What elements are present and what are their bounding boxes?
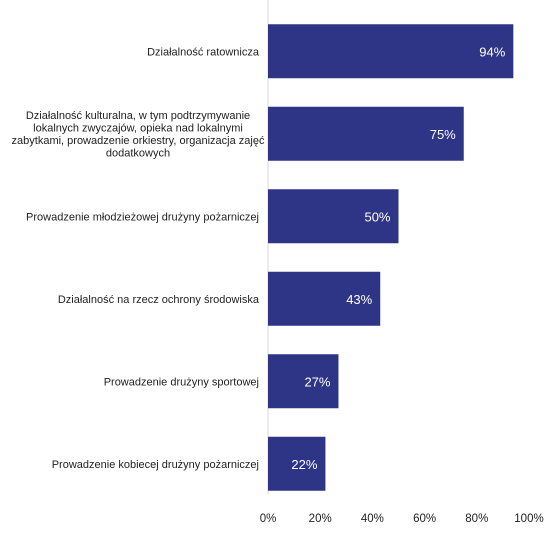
category-labels-group: Działalność ratownicza Działalność kultur… — [12, 46, 265, 471]
bar-3 — [268, 189, 399, 244]
bars-group — [268, 24, 514, 491]
x-tick-label-100: 100% — [514, 513, 543, 525]
category-label-3-line-1: Prowadzenie młodzieżowej drużyny pożarni… — [26, 211, 259, 223]
category-label-1-line-1: Działalność ratownicza — [147, 46, 260, 58]
category-label-3: Prowadzenie młodzieżowej drużyny pożarni… — [26, 211, 259, 223]
category-label-4-line-1: Działalność na rzecz ochrony środowiska — [58, 294, 260, 306]
category-label-5-line-1: Prowadzenie drużyny sportowej — [104, 376, 259, 388]
value-label-6: 22% — [291, 457, 317, 472]
bar-1 — [268, 24, 514, 79]
value-label-3: 50% — [364, 209, 390, 224]
value-label-2: 75% — [430, 127, 456, 142]
x-tick-label-60: 60% — [413, 513, 436, 525]
value-label-1: 94% — [479, 44, 505, 59]
bar-2 — [268, 106, 464, 161]
x-tick-labels-group: 0% 20% 40% 60% 80% 100% — [260, 513, 544, 525]
category-label-1: Działalność ratownicza — [147, 46, 260, 58]
category-label-5: Prowadzenie drużyny sportowej — [104, 376, 259, 388]
category-label-2-line-1: Działalność kulturalna, w tym podtrzymyw… — [26, 110, 250, 122]
value-labels-group: 94% 75% 50% 43% 27% 22% — [291, 44, 505, 472]
category-label-2-line-3: zabytkami, prowadzenie orkiestry, organi… — [12, 135, 265, 147]
x-tick-label-80: 80% — [465, 513, 488, 525]
category-label-6: Prowadzenie kobiecej drużyny pożarniczej — [52, 459, 259, 471]
x-tick-label-0: 0% — [260, 513, 277, 525]
category-label-2-line-2: lokalnych zwyczajów, opieka nad lokalnym… — [33, 123, 243, 135]
x-tick-label-40: 40% — [361, 513, 384, 525]
x-tick-label-20: 20% — [309, 513, 332, 525]
bar-5 — [268, 354, 339, 409]
category-label-4: Działalność na rzecz ochrony środowiska — [58, 294, 260, 306]
category-label-2-line-4: dodatkowych — [106, 148, 170, 160]
bar-6 — [268, 436, 326, 491]
bar-4 — [268, 271, 381, 326]
category-label-6-line-1: Prowadzenie kobiecej drużyny pożarniczej — [52, 459, 259, 471]
value-label-4: 43% — [346, 292, 372, 307]
category-label-2: Działalność kulturalna, w tym podtrzymyw… — [12, 110, 265, 160]
value-label-5: 27% — [304, 374, 330, 389]
